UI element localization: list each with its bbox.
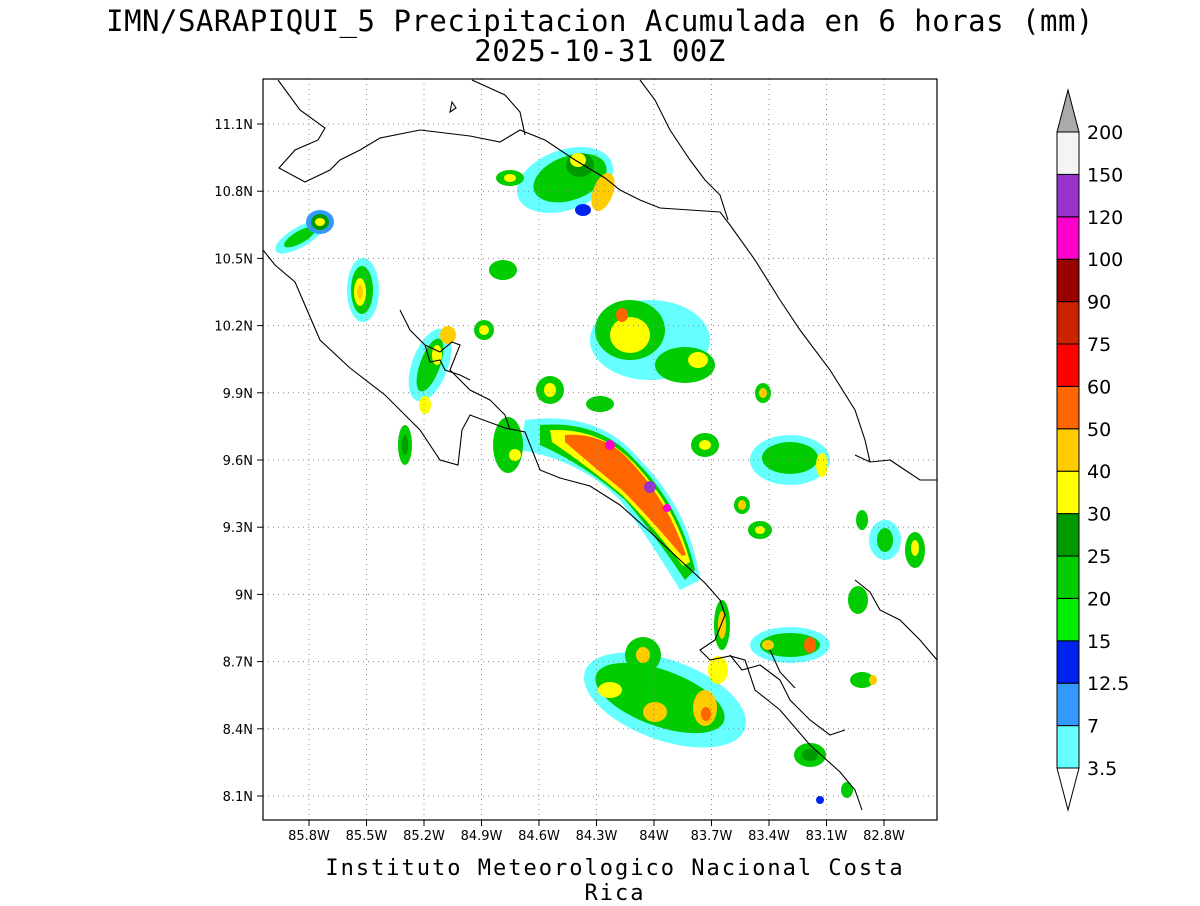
lat-tick-label: 9N — [235, 588, 253, 603]
precipitation-field — [275, 147, 925, 804]
lon-tick-label: 84.6W — [518, 829, 560, 844]
lon-tick-label: 83.1W — [806, 829, 848, 844]
colorbar-swatch — [1056, 555, 1080, 599]
colorbar-label: 90 — [1087, 292, 1111, 314]
colorbar-label: 40 — [1087, 461, 1111, 483]
longitude-axis: 85.8W 85.5W 85.2W 84.9W 84.6W 84.3W 84W 83.7W 83… — [288, 820, 905, 844]
colorbar-swatch — [1056, 301, 1080, 345]
colorbar-swatch — [1056, 725, 1080, 769]
credit-footer: Instituto Meteorologico Nacional Costa R… — [325, 856, 905, 906]
colorbar-label: 7 — [1087, 716, 1099, 738]
lat-tick-label: 9.6N — [223, 454, 253, 469]
colorbar-label: 12.5 — [1087, 673, 1129, 695]
colorbar-label: 30 — [1087, 504, 1111, 526]
lat-tick-label: 9.3N — [223, 521, 253, 536]
colorbar-swatch — [1056, 597, 1080, 642]
colorbar-label: 75 — [1087, 334, 1111, 356]
colorbar-label: 20 — [1087, 588, 1111, 610]
colorbar-label: 25 — [1087, 546, 1111, 568]
rain-cell — [275, 210, 334, 254]
colorbar-label: 150 — [1087, 164, 1123, 186]
graticule — [263, 79, 937, 820]
rain-cell — [398, 320, 494, 465]
colorbar-swatch — [1056, 216, 1080, 260]
lat-tick-label: 10.5N — [214, 252, 253, 267]
colorbar-label: 60 — [1087, 376, 1111, 398]
lat-tick-label: 9.9N — [223, 387, 253, 402]
map-subtitle: 2025-10-31 00Z — [474, 34, 726, 68]
colorbar-swatch — [1056, 513, 1080, 557]
lon-tick-label: 84.9W — [461, 829, 503, 844]
colorbar-label: 100 — [1087, 249, 1123, 271]
lat-tick-label: 8.4N — [223, 723, 253, 738]
coastline — [263, 79, 937, 811]
rain-cell — [583, 586, 877, 804]
lon-tick-label: 84W — [639, 829, 669, 844]
lat-tick-label: 8.1N — [223, 790, 253, 805]
rain-cell — [347, 258, 379, 322]
colorbar-label: 120 — [1087, 207, 1123, 229]
lon-tick-label: 83.4W — [748, 829, 790, 844]
map-title: IMN/SARAPIQUI_5 Precipitacion Acumulada … — [106, 4, 1094, 38]
colorbar: 3.5 7 12.5 15 20 25 30 40 50 60 75 90 100 120 150 200 — [1056, 88, 1129, 812]
rain-cell — [493, 376, 700, 590]
colorbar-swatch — [1056, 343, 1080, 387]
lon-tick-label: 83.7W — [691, 829, 733, 844]
colorbar-label: 15 — [1087, 631, 1111, 653]
colorbar-label: 3.5 — [1087, 758, 1117, 780]
rain-cell — [590, 300, 715, 383]
colorbar-label: 200 — [1087, 122, 1123, 144]
colorbar-label: 50 — [1087, 419, 1111, 441]
lon-tick-label: 85.8W — [288, 829, 330, 844]
map-frame — [262, 78, 938, 821]
latitude-axis: 11.1N 10.8N 10.5N 10.2N 9.9N 9.6N 9.3N 9N 8.7N 8.… — [214, 118, 263, 805]
colorbar-min-arrow — [1056, 767, 1080, 812]
rain-cell — [691, 383, 925, 568]
lon-tick-label: 85.5W — [346, 829, 388, 844]
colorbar-max-arrow — [1056, 88, 1080, 133]
colorbar-swatch — [1056, 173, 1080, 218]
lon-tick-label: 85.2W — [403, 829, 445, 844]
lat-tick-label: 11.1N — [214, 118, 253, 133]
colorbar-swatch — [1056, 258, 1080, 303]
lat-tick-label: 8.7N — [223, 656, 253, 671]
lon-tick-label: 82.8W — [863, 829, 905, 844]
colorbar-swatch — [1056, 640, 1080, 684]
colorbar-swatch — [1056, 470, 1080, 515]
lat-tick-label: 10.8N — [214, 185, 253, 200]
colorbar-swatch — [1056, 385, 1080, 430]
lat-tick-label: 10.2N — [214, 320, 253, 335]
colorbar-swatch — [1056, 131, 1080, 175]
colorbar-swatch — [1056, 682, 1080, 727]
lon-tick-label: 84.3W — [576, 829, 618, 844]
colorbar-swatch — [1056, 428, 1080, 472]
